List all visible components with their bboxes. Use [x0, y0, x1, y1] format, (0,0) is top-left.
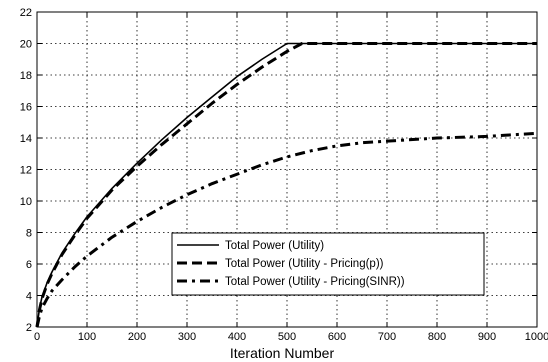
- series-line-3: [35, 131, 538, 328]
- x-tick-label: 1000: [525, 331, 548, 343]
- x-tick-label: 900: [478, 331, 496, 343]
- y-tick-label: 12: [20, 165, 32, 177]
- legend-box: [171, 232, 485, 296]
- tick-marks: [36, 11, 538, 328]
- y-tick-labels: 2 4 6 8 10 12 14 16 18 20 22: [20, 7, 32, 334]
- x-tick-label: 800: [428, 331, 446, 343]
- x-tick-label: 500: [278, 331, 296, 343]
- y-tick-label: 4: [26, 291, 32, 303]
- y-tick-label: 18: [20, 70, 32, 82]
- x-tick-label: 300: [178, 331, 196, 343]
- y-tick-label: 14: [20, 133, 32, 145]
- series-lines: [35, 42, 538, 328]
- legend-label-3: Total Power (Utility - Pricing(SINR)): [225, 276, 405, 288]
- y-tick-label: 16: [20, 102, 32, 114]
- x-tick-label: 400: [228, 331, 246, 343]
- x-axis-label: Iteration Number: [230, 345, 335, 361]
- x-tick-label: 100: [78, 331, 96, 343]
- y-tick-label: 2: [26, 322, 32, 334]
- x-tick-labels: 0 100 200 300 400 500 600 700 800 900 1000: [34, 331, 548, 343]
- legend: Total Power (Utility) Total Power (Utilit…: [171, 232, 485, 296]
- y-tick-label: 22: [20, 7, 32, 19]
- x-tick-label: 200: [128, 331, 146, 343]
- x-tick-label: 0: [34, 331, 40, 343]
- y-tick-label: 20: [20, 39, 32, 51]
- y-tick-label: 8: [26, 228, 32, 240]
- legend-label-2: Total Power (Utility - Pricing(p)): [225, 258, 384, 270]
- x-tick-label: 600: [328, 331, 346, 343]
- y-tick-label: 6: [26, 259, 32, 271]
- x-tick-label: 700: [378, 331, 396, 343]
- legend-label-1: Total Power (Utility): [225, 240, 324, 252]
- series-line-2: [35, 42, 537, 328]
- y-tick-label: 10: [20, 196, 32, 208]
